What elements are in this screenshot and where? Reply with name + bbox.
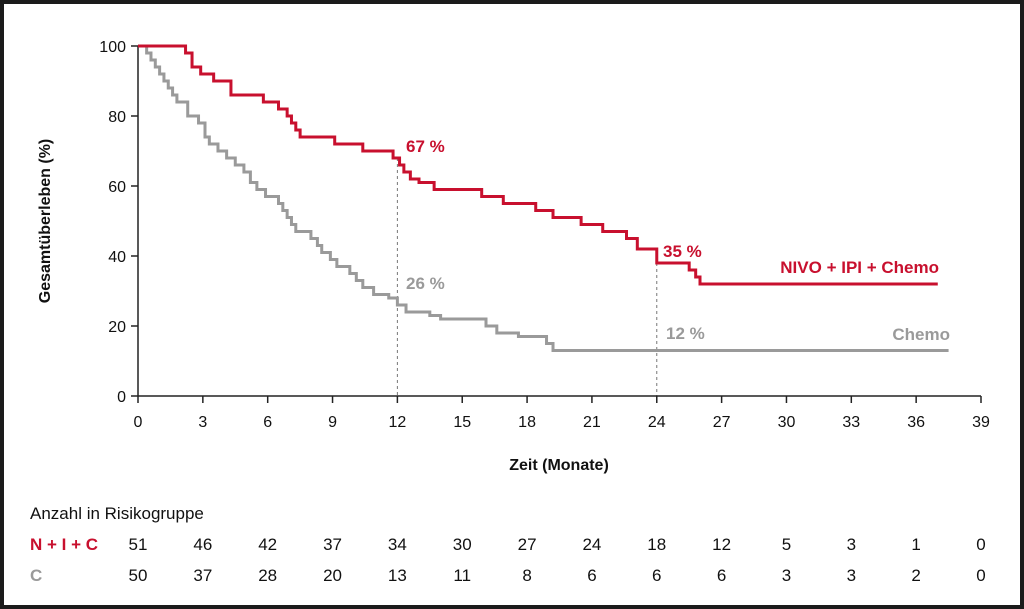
- risk-cell: 3: [847, 535, 856, 554]
- y-tick-label: 0: [117, 389, 126, 406]
- series-label-nivo-ipi-chemo: NIVO + IPI + Chemo: [780, 258, 939, 277]
- risk-cell: 1: [911, 535, 920, 554]
- risk-cell: 3: [847, 566, 856, 585]
- x-ticks: 0 3 6 9 12 15 18 21 24 27 30 33 36 39: [134, 396, 990, 431]
- annotations: 67 % 35 % 26 % 12 % NIVO + IPI + Chemo C…: [406, 137, 950, 344]
- annotation-red-12: 67 %: [406, 137, 445, 156]
- risk-cell: 37: [193, 566, 212, 585]
- risk-row-label-c: C: [30, 566, 42, 585]
- x-tick-label: 39: [972, 414, 990, 431]
- risk-cell: 2: [911, 566, 920, 585]
- y-tick-label: 100: [99, 39, 126, 56]
- risk-cell: 6: [652, 566, 661, 585]
- y-axis-title: Gesamtüberleben (%): [37, 139, 54, 303]
- risk-cell: 27: [518, 535, 537, 554]
- risk-cells: 51 46 42 37 34 30 27 24 18 12 5 3 1 050 37 28 20 13 11 8 6 6 6…: [129, 535, 986, 585]
- annotation-red-24: 35 %: [663, 242, 702, 261]
- x-tick-label: 6: [263, 414, 272, 431]
- risk-cell: 13: [388, 566, 407, 585]
- risk-cell: 0: [976, 566, 985, 585]
- risk-cell: 11: [453, 566, 471, 585]
- risk-cell: 6: [717, 566, 726, 585]
- x-tick-label: 30: [778, 414, 796, 431]
- y-tick-label: 80: [108, 109, 126, 126]
- y-tick-label: 60: [108, 179, 126, 196]
- y-ticks: 0 20 40 60 80 100: [99, 39, 138, 406]
- risk-cell: 24: [582, 535, 601, 554]
- y-tick-label: 20: [108, 319, 126, 336]
- series-line-chemo: [138, 44, 949, 352]
- risk-table: Anzahl in Risikogruppe N + I + C C 51 46 4…: [30, 504, 986, 585]
- x-tick-label: 15: [453, 414, 471, 431]
- risk-cell: 51: [129, 535, 148, 554]
- risk-row-label-nic: N + I + C: [30, 535, 98, 554]
- series-layer: [138, 44, 949, 352]
- risk-cell: 8: [522, 566, 531, 585]
- risk-cell: 5: [782, 535, 791, 554]
- x-tick-label: 18: [518, 414, 536, 431]
- risk-table-title: Anzahl in Risikogruppe: [30, 504, 204, 523]
- x-tick-label: 24: [648, 414, 666, 431]
- risk-cell: 46: [193, 535, 212, 554]
- risk-cell: 18: [647, 535, 666, 554]
- risk-cell: 3: [782, 566, 791, 585]
- risk-cell: 30: [453, 535, 472, 554]
- risk-cell: 42: [258, 535, 277, 554]
- y-tick-label: 40: [108, 249, 126, 266]
- x-tick-label: 9: [328, 414, 337, 431]
- x-tick-label: 3: [198, 414, 207, 431]
- series-line-nivo-ipi-chemo: [138, 44, 938, 286]
- risk-cell: 12: [712, 535, 731, 554]
- chart-panel: 0 20 40 60 80 100 0 3 6 9 12 15 18 21 24 27 30 33 36 39 Ge…: [4, 4, 1020, 605]
- reference-lines: [396, 158, 658, 396]
- x-tick-label: 0: [134, 414, 143, 431]
- risk-cell: 37: [323, 535, 342, 554]
- risk-cell: 28: [258, 566, 277, 585]
- risk-cell: 0: [976, 535, 985, 554]
- risk-cell: 34: [388, 535, 407, 554]
- x-tick-label: 27: [713, 414, 731, 431]
- risk-cell: 50: [129, 566, 148, 585]
- x-axis-title: Zeit (Monate): [509, 457, 609, 474]
- x-tick-label: 21: [583, 414, 601, 431]
- x-tick-label: 33: [842, 414, 860, 431]
- risk-cell: 6: [587, 566, 596, 585]
- annotation-grey-12: 26 %: [406, 274, 445, 293]
- risk-cell: 20: [323, 566, 342, 585]
- x-tick-label: 12: [388, 414, 406, 431]
- annotation-grey-24: 12 %: [666, 324, 705, 343]
- axes: [137, 46, 981, 397]
- series-label-chemo: Chemo: [892, 325, 950, 344]
- x-tick-label: 36: [907, 414, 925, 431]
